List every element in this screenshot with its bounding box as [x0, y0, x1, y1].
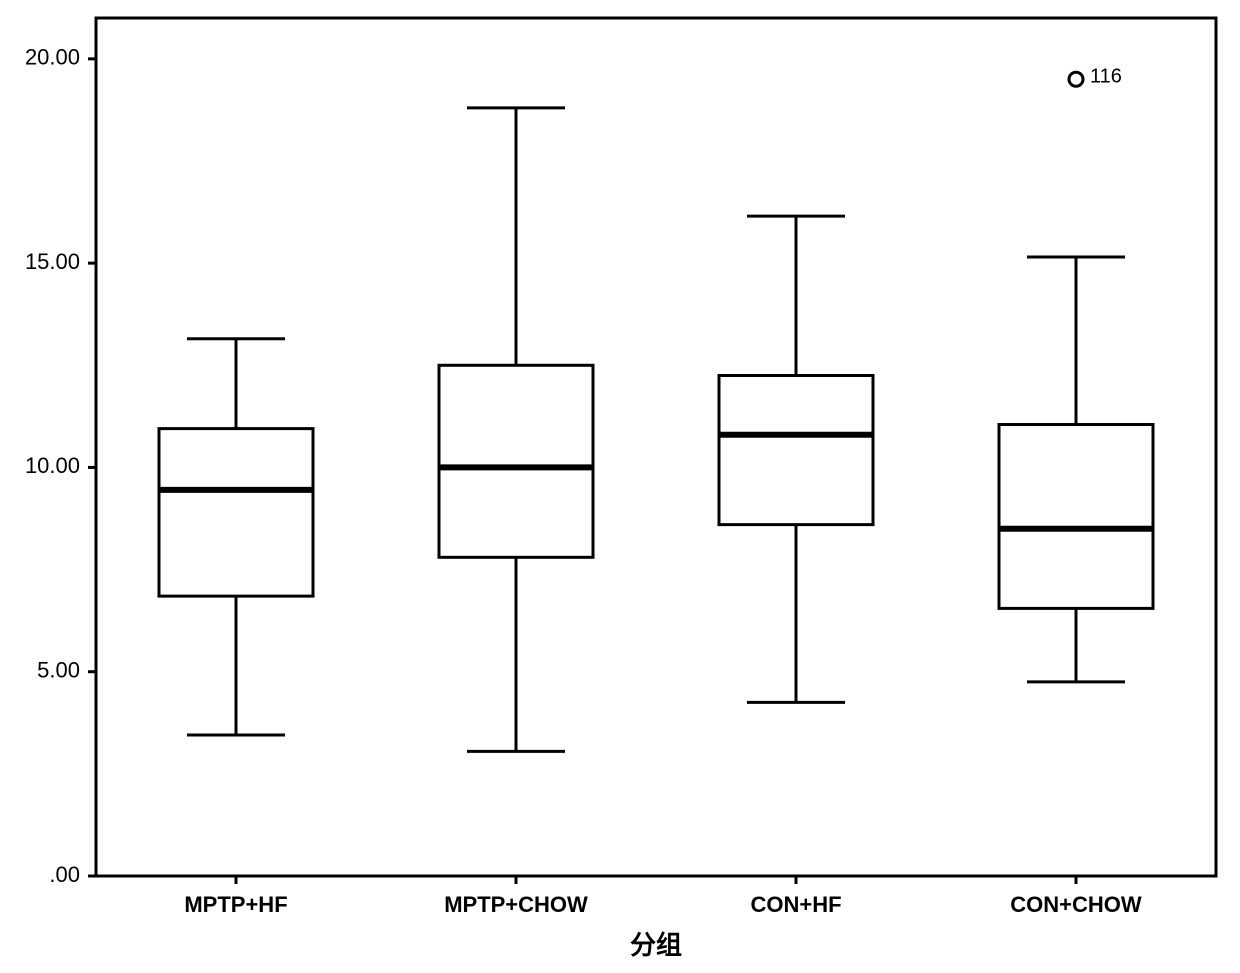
y-tick-label: 5.00	[37, 658, 80, 683]
x-tick-label: MPTP+CHOW	[444, 892, 588, 917]
x-axis-title: 分组	[630, 930, 682, 960]
box	[159, 429, 313, 597]
chart-svg: .00 5.00 10.00 15.00 20.00 MPTP+HF MPTP+CHOW CO…	[0, 0, 1240, 973]
x-tick-label: CON+CHOW	[1010, 892, 1142, 917]
x-tick-label: CON+HF	[750, 892, 841, 917]
y-tick-label: .00	[49, 862, 80, 887]
box	[439, 365, 593, 557]
y-tick-label: 10.00	[25, 453, 80, 478]
box	[719, 376, 873, 525]
y-tick-label: 15.00	[25, 249, 80, 274]
boxplot-chart: .00 5.00 10.00 15.00 20.00 MPTP+HF MPTP+CHOW CO…	[0, 0, 1240, 973]
outlier-label: 116	[1090, 66, 1122, 88]
x-tick-label: MPTP+HF	[184, 892, 287, 917]
y-tick-label: 20.00	[25, 45, 80, 70]
box	[999, 425, 1153, 609]
